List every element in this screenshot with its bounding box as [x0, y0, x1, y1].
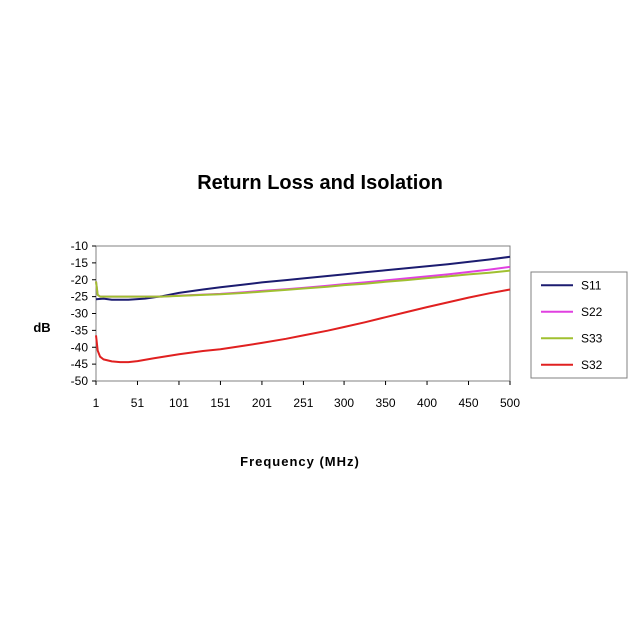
x-tick-label: 450 [459, 396, 479, 410]
y-tick-label: -20 [71, 273, 89, 287]
x-tick-label: 151 [210, 396, 230, 410]
x-tick-label: 300 [334, 396, 354, 410]
legend-label-s22: S22 [581, 305, 603, 319]
y-tick-label: -45 [71, 357, 89, 371]
y-tick-label: -25 [71, 290, 89, 304]
y-axis-ticks: -10 -15 -20 -25 -30 -35 -40 -45 -50 [71, 239, 96, 388]
y-tick-label: -10 [71, 239, 89, 253]
x-tick-label: 51 [131, 396, 145, 410]
y-tick-label: -40 [71, 340, 89, 354]
x-tick-label: 1 [93, 396, 100, 410]
x-axis-label: Frequency (MHz) [240, 454, 360, 469]
x-tick-label: 201 [252, 396, 272, 410]
series-line-s33 [95, 269, 511, 298]
x-axis-ticks: 1 51 101 151 201 251 300 350 400 450 500 [93, 381, 520, 410]
series-line-s32 [95, 288, 511, 364]
legend-label-s11: S11 [581, 278, 602, 292]
x-tick-label: 500 [500, 396, 520, 410]
x-tick-label: 350 [376, 396, 396, 410]
y-tick-label: -15 [71, 256, 89, 270]
x-tick-label: 101 [169, 396, 189, 410]
y-tick-label: -35 [71, 323, 89, 337]
legend: S11 S22 S33 S32 [530, 271, 628, 379]
legend-label-s32: S32 [581, 358, 603, 372]
y-tick-label: -50 [71, 374, 89, 388]
x-tick-label: 251 [293, 396, 313, 410]
chart-title: Return Loss and Isolation [197, 172, 443, 194]
legend-label-s33: S33 [581, 331, 603, 345]
series-lines [95, 255, 511, 364]
y-axis-label: dB [33, 320, 50, 335]
x-tick-label: 400 [417, 396, 437, 410]
series-line-s11 [95, 255, 511, 301]
y-tick-label: -30 [71, 307, 89, 321]
legend-box [530, 271, 628, 379]
